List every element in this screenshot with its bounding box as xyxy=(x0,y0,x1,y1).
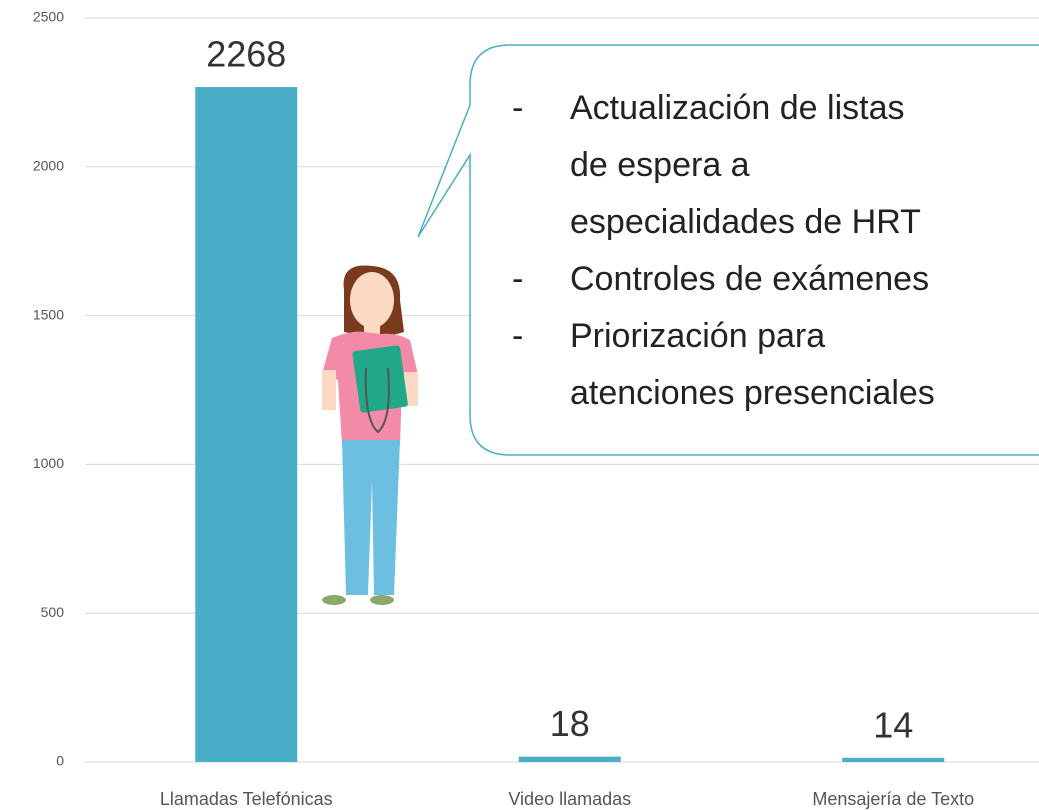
nurse-illustration xyxy=(322,266,418,606)
bullet-marker: - xyxy=(512,260,523,298)
x-tick-label: Video llamadas xyxy=(508,789,631,809)
callout-line: especialidades de HRT xyxy=(570,203,921,241)
y-tick-label: 500 xyxy=(41,604,65,620)
bullet-marker: - xyxy=(512,317,523,355)
value-label: 2268 xyxy=(206,34,286,75)
bar xyxy=(842,758,944,762)
y-tick-label: 1000 xyxy=(33,455,64,471)
y-tick-label: 1500 xyxy=(33,306,64,322)
value-label: 14 xyxy=(873,704,913,745)
callout-line: Priorización para xyxy=(570,317,825,355)
bar xyxy=(195,87,297,762)
bullet-marker: - xyxy=(512,89,523,127)
y-tick-label: 0 xyxy=(56,753,64,769)
callout-line: Controles de exámenes xyxy=(570,260,929,298)
callout-line: atenciones presenciales xyxy=(570,374,935,412)
y-tick-label: 2000 xyxy=(33,158,64,174)
callout-line: Actualización de listas xyxy=(570,89,905,127)
chart: 0 500 1000 1500 2000 2500 2268 Llamadas Telefó… xyxy=(0,0,1039,810)
bar xyxy=(519,757,621,762)
x-tick-label: Llamadas Telefónicas xyxy=(160,789,333,809)
y-tick-label: 2500 xyxy=(33,9,64,25)
x-tick-label: Mensajería de Texto xyxy=(812,789,974,809)
value-label: 18 xyxy=(550,703,590,744)
page: {"chart_data": {"type": "bar", "categori… xyxy=(0,0,1039,810)
callout-line: de espera a xyxy=(570,146,750,184)
